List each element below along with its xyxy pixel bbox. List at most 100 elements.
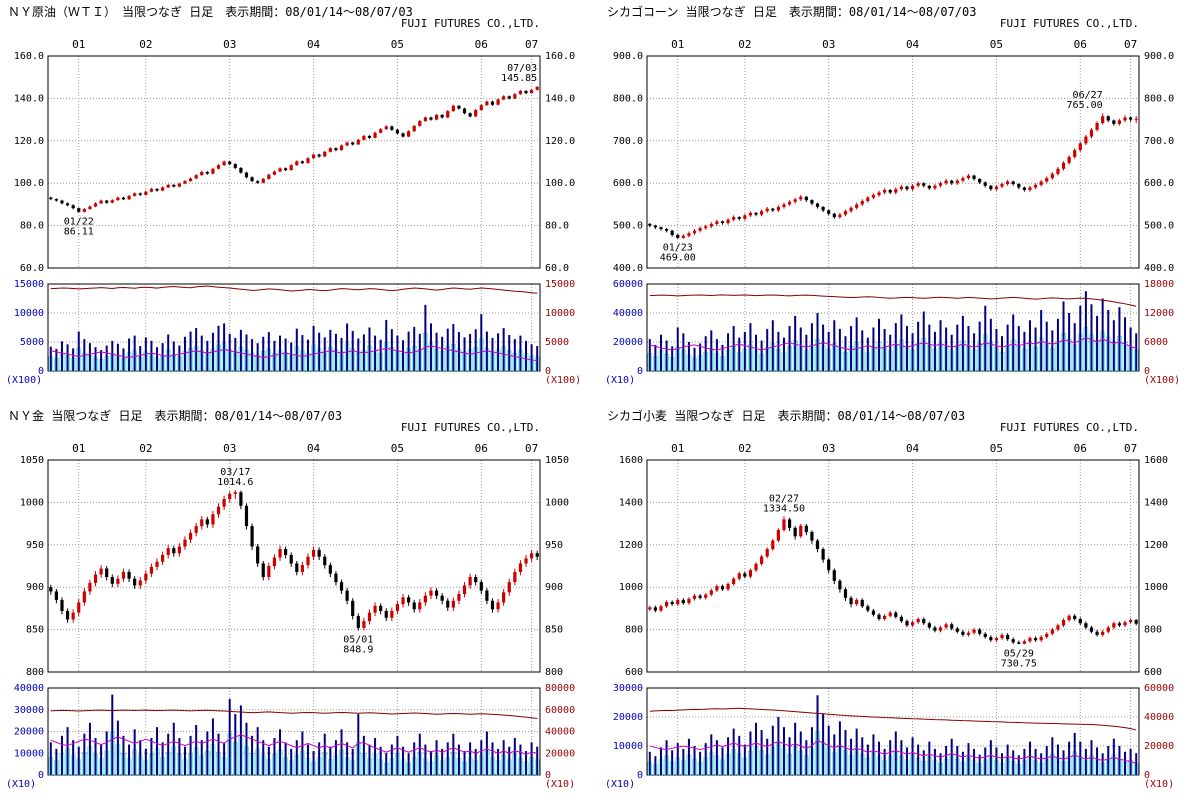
svg-text:30000: 30000 — [613, 683, 643, 694]
svg-text:01: 01 — [72, 38, 85, 51]
svg-text:0: 0 — [38, 770, 44, 781]
svg-text:18000: 18000 — [1144, 279, 1174, 290]
svg-text:07/03: 07/03 — [507, 63, 537, 74]
svg-text:800.0: 800.0 — [1144, 93, 1174, 104]
grid-lines — [646, 55, 1140, 372]
svg-text:700.0: 700.0 — [613, 136, 643, 147]
chart-title: ＮＹ原油（ＷＴＩ） 当限つなぎ 日足 表示期間：08/01/14～08/07/0… — [8, 5, 413, 19]
svg-text:20000: 20000 — [613, 712, 643, 723]
svg-text:(X100): (X100) — [545, 375, 581, 386]
chart-cell-ny-gold: ＮＹ金 当限つなぎ 日足 表示期間：08/01/14～08/07/03 FUJI… — [0, 404, 599, 808]
svg-text:500.0: 500.0 — [1144, 221, 1174, 232]
svg-text:60.0: 60.0 — [20, 263, 44, 274]
svg-text:03: 03 — [822, 38, 835, 51]
chart-canvas-chicago-wheat: 01 02 03 04 05 06 07 600 600 800 800 1000 1000 1200 12… — [605, 442, 1174, 790]
svg-text:145.85: 145.85 — [501, 73, 537, 84]
svg-text:06: 06 — [475, 38, 488, 51]
chart-cell-chicago-corn: シカゴコーン 当限つなぎ 日足 表示期間：08/01/14～08/07/03 F… — [599, 0, 1198, 404]
svg-text:04: 04 — [906, 442, 920, 455]
svg-text:80.0: 80.0 — [20, 221, 44, 232]
svg-text:730.75: 730.75 — [1001, 658, 1037, 669]
svg-text:900: 900 — [545, 582, 563, 593]
svg-text:140.0: 140.0 — [14, 93, 44, 104]
svg-text:1400: 1400 — [619, 497, 643, 508]
svg-text:1200: 1200 — [619, 540, 643, 551]
svg-text:800.0: 800.0 — [613, 93, 643, 104]
svg-text:01: 01 — [671, 38, 684, 51]
svg-text:40000: 40000 — [14, 683, 44, 694]
svg-text:950: 950 — [26, 540, 44, 551]
svg-text:01: 01 — [72, 442, 85, 455]
svg-text:(X10): (X10) — [605, 375, 635, 386]
candlesticks — [49, 490, 539, 631]
svg-text:05/01: 05/01 — [343, 635, 373, 646]
svg-text:40000: 40000 — [545, 727, 575, 738]
svg-text:1600: 1600 — [619, 455, 643, 466]
svg-text:20000: 20000 — [1144, 741, 1174, 752]
volume-bars — [48, 304, 540, 372]
chart-title: シカゴ小麦 当限つなぎ 日足 表示期間：08/01/14～08/07/03 — [607, 409, 966, 423]
svg-text:800: 800 — [1144, 625, 1162, 636]
svg-text:03: 03 — [223, 442, 236, 455]
svg-text:15000: 15000 — [14, 279, 44, 290]
svg-text:765.00: 765.00 — [1067, 100, 1103, 111]
svg-text:(X10): (X10) — [545, 779, 575, 790]
chart-canvas-ny-gold: 01 02 03 04 05 06 07 800 800 850 850 900 900 950 950 10… — [6, 442, 575, 790]
svg-text:1334.50: 1334.50 — [763, 503, 805, 514]
svg-text:0: 0 — [38, 366, 44, 377]
svg-text:(X100): (X100) — [1144, 375, 1180, 386]
grid-lines — [646, 459, 1140, 776]
svg-text:02/27: 02/27 — [769, 493, 799, 504]
axis-labels: 01 02 03 04 05 06 07 800 800 850 850 900 900 950 950 10… — [6, 442, 575, 790]
svg-text:700.0: 700.0 — [1144, 136, 1174, 147]
svg-text:03/17: 03/17 — [220, 467, 250, 478]
svg-text:900: 900 — [26, 582, 44, 593]
svg-text:80.0: 80.0 — [545, 221, 569, 232]
svg-text:07: 07 — [525, 442, 538, 455]
svg-text:(X10): (X10) — [1144, 779, 1174, 790]
svg-text:60.0: 60.0 — [545, 263, 569, 274]
svg-text:500.0: 500.0 — [613, 221, 643, 232]
company-label: FUJI FUTURES CO.,LTD. — [999, 421, 1139, 434]
svg-text:40000: 40000 — [613, 308, 643, 319]
svg-text:07: 07 — [1124, 38, 1137, 51]
chart-title: ＮＹ金 当限つなぎ 日足 表示期間：08/01/14～08/07/03 — [8, 409, 343, 423]
svg-text:800: 800 — [545, 667, 563, 678]
svg-text:469.00: 469.00 — [660, 253, 696, 264]
svg-text:20000: 20000 — [545, 748, 575, 759]
candlesticks — [49, 85, 539, 213]
svg-text:06: 06 — [1074, 38, 1087, 51]
svg-text:05: 05 — [391, 442, 404, 455]
svg-text:600.0: 600.0 — [613, 178, 643, 189]
svg-text:40000: 40000 — [1144, 712, 1174, 723]
svg-text:01/23: 01/23 — [663, 243, 693, 254]
svg-text:160.0: 160.0 — [545, 51, 575, 62]
svg-text:10000: 10000 — [613, 741, 643, 752]
grid-lines — [47, 55, 541, 372]
svg-text:1000: 1000 — [1144, 582, 1168, 593]
svg-text:6000: 6000 — [1144, 337, 1168, 348]
svg-text:950: 950 — [545, 540, 563, 551]
svg-text:848.9: 848.9 — [343, 645, 373, 656]
svg-text:0: 0 — [637, 770, 643, 781]
svg-text:0: 0 — [1144, 770, 1150, 781]
svg-text:06/27: 06/27 — [1073, 90, 1103, 101]
svg-text:06: 06 — [1074, 442, 1087, 455]
svg-text:60000: 60000 — [1144, 683, 1174, 694]
svg-text:0: 0 — [545, 366, 551, 377]
svg-text:100.0: 100.0 — [545, 178, 575, 189]
volume-bars — [647, 695, 1139, 776]
svg-text:20000: 20000 — [14, 727, 44, 738]
svg-text:(X10): (X10) — [605, 779, 635, 790]
svg-text:(X100): (X100) — [6, 375, 42, 386]
svg-text:30000: 30000 — [14, 705, 44, 716]
svg-text:04: 04 — [906, 38, 920, 51]
candlesticks — [648, 516, 1138, 645]
chart-canvas-ny-crude-oil: 01 02 03 04 05 06 07 60.0 60.0 80.0 80.0 100.0 100.0… — [6, 38, 581, 386]
svg-text:1050: 1050 — [20, 455, 44, 466]
svg-text:600: 600 — [1144, 667, 1162, 678]
svg-text:600: 600 — [625, 667, 643, 678]
